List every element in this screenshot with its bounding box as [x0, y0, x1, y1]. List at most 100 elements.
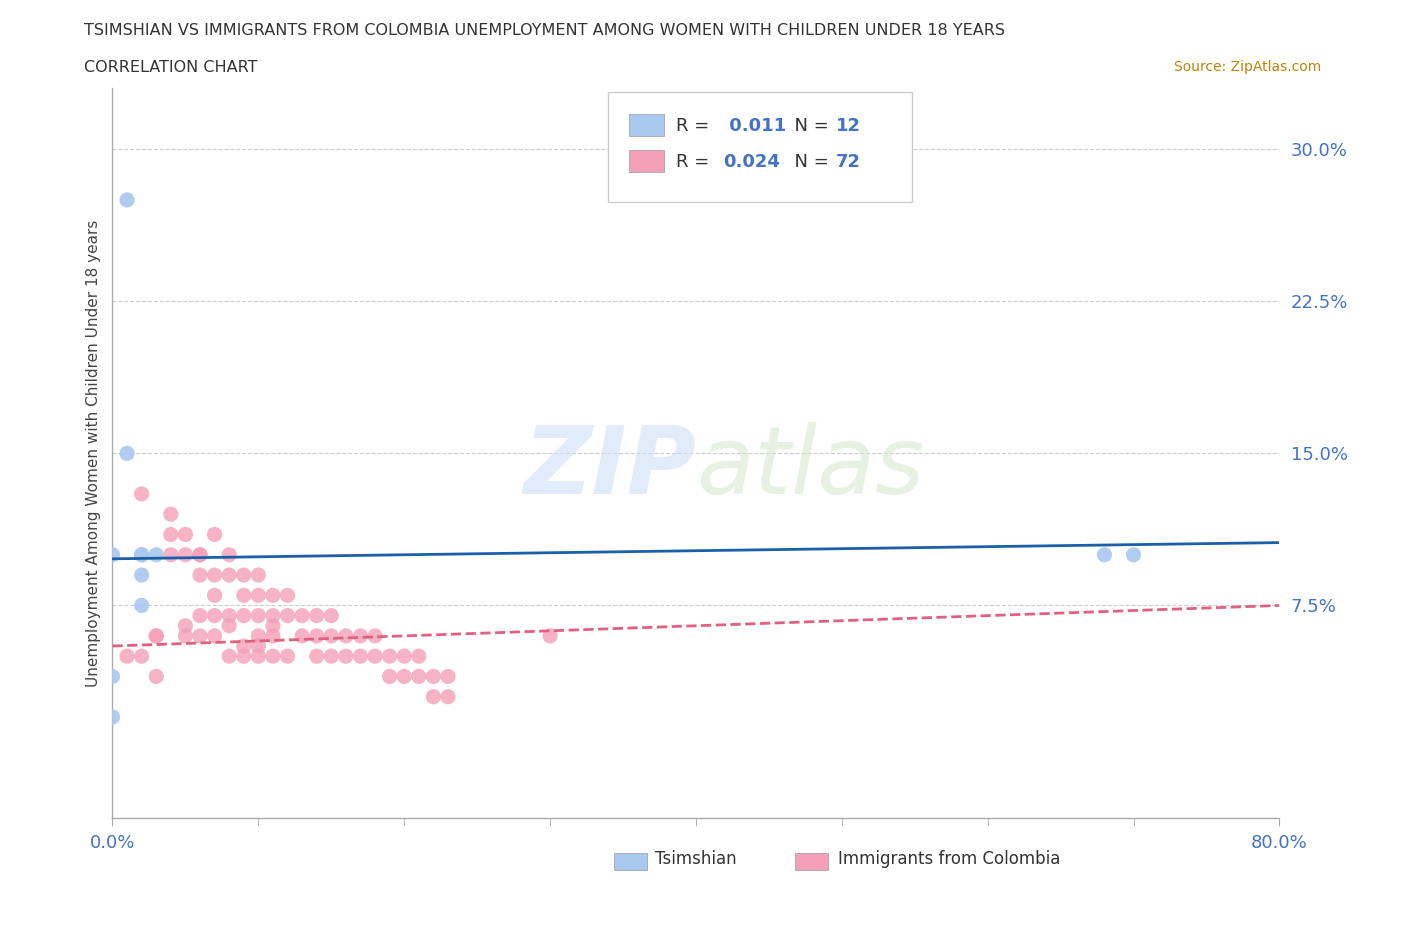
- Point: [1094, 548, 1116, 563]
- Point: [291, 629, 314, 644]
- Point: [131, 548, 153, 563]
- Text: N =: N =: [783, 116, 835, 135]
- Point: [349, 629, 371, 644]
- Point: [204, 608, 226, 623]
- Point: [262, 608, 284, 623]
- FancyBboxPatch shape: [609, 92, 912, 202]
- Point: [232, 608, 254, 623]
- Point: [378, 649, 401, 664]
- Point: [218, 608, 240, 623]
- Point: [247, 649, 270, 664]
- Text: R =: R =: [676, 116, 716, 135]
- Point: [218, 567, 240, 582]
- Point: [218, 649, 240, 664]
- Text: N =: N =: [783, 153, 835, 171]
- Point: [364, 649, 387, 664]
- Text: 0.011: 0.011: [723, 116, 786, 135]
- Text: atlas: atlas: [696, 422, 924, 513]
- Point: [101, 669, 124, 684]
- Point: [204, 527, 226, 542]
- Point: [145, 548, 167, 563]
- Point: [232, 588, 254, 603]
- Text: 72: 72: [837, 153, 860, 171]
- Point: [364, 629, 387, 644]
- Point: [305, 608, 328, 623]
- Point: [131, 548, 153, 563]
- Text: Source: ZipAtlas.com: Source: ZipAtlas.com: [1174, 60, 1322, 74]
- Point: [276, 588, 298, 603]
- Point: [160, 507, 183, 522]
- Point: [174, 629, 197, 644]
- Point: [174, 618, 197, 633]
- Point: [349, 649, 371, 664]
- Point: [204, 588, 226, 603]
- Point: [321, 649, 343, 664]
- Point: [188, 608, 211, 623]
- Point: [408, 649, 430, 664]
- Point: [204, 629, 226, 644]
- Point: [291, 608, 314, 623]
- Point: [437, 669, 460, 684]
- FancyBboxPatch shape: [630, 151, 665, 172]
- Point: [394, 669, 416, 684]
- Text: 12: 12: [837, 116, 860, 135]
- Point: [174, 527, 197, 542]
- Point: [131, 567, 153, 582]
- FancyBboxPatch shape: [614, 854, 647, 870]
- Point: [232, 639, 254, 654]
- Point: [115, 193, 138, 207]
- Point: [321, 608, 343, 623]
- Point: [160, 527, 183, 542]
- Point: [408, 669, 430, 684]
- Point: [247, 629, 270, 644]
- Point: [247, 608, 270, 623]
- Y-axis label: Unemployment Among Women with Children Under 18 years: Unemployment Among Women with Children U…: [86, 219, 101, 687]
- Point: [305, 629, 328, 644]
- Point: [247, 588, 270, 603]
- Point: [101, 548, 124, 563]
- FancyBboxPatch shape: [796, 854, 828, 870]
- Point: [218, 618, 240, 633]
- Point: [262, 649, 284, 664]
- Point: [538, 629, 561, 644]
- Point: [218, 548, 240, 563]
- Point: [188, 567, 211, 582]
- Point: [115, 446, 138, 461]
- Point: [262, 588, 284, 603]
- Point: [247, 639, 270, 654]
- Point: [145, 629, 167, 644]
- Point: [247, 567, 270, 582]
- Point: [145, 629, 167, 644]
- Point: [422, 689, 444, 704]
- Text: ZIP: ZIP: [523, 422, 696, 514]
- Point: [305, 649, 328, 664]
- Point: [131, 486, 153, 501]
- Point: [262, 618, 284, 633]
- Point: [131, 649, 153, 664]
- Point: [145, 669, 167, 684]
- Text: R =: R =: [676, 153, 716, 171]
- Point: [204, 567, 226, 582]
- Point: [101, 710, 124, 724]
- Point: [394, 649, 416, 664]
- Point: [262, 629, 284, 644]
- Point: [276, 608, 298, 623]
- Text: TSIMSHIAN VS IMMIGRANTS FROM COLOMBIA UNEMPLOYMENT AMONG WOMEN WITH CHILDREN UND: TSIMSHIAN VS IMMIGRANTS FROM COLOMBIA UN…: [84, 23, 1005, 38]
- Point: [1122, 548, 1144, 563]
- Point: [174, 548, 197, 563]
- Point: [232, 649, 254, 664]
- Text: Tsimshian: Tsimshian: [655, 850, 737, 869]
- FancyBboxPatch shape: [630, 113, 665, 136]
- Point: [188, 548, 211, 563]
- Point: [188, 548, 211, 563]
- Text: 0.024: 0.024: [723, 153, 780, 171]
- Point: [188, 629, 211, 644]
- Text: Immigrants from Colombia: Immigrants from Colombia: [838, 850, 1060, 869]
- Point: [335, 649, 357, 664]
- Point: [115, 649, 138, 664]
- Point: [422, 669, 444, 684]
- Point: [321, 629, 343, 644]
- Point: [437, 689, 460, 704]
- Point: [335, 629, 357, 644]
- Point: [131, 598, 153, 613]
